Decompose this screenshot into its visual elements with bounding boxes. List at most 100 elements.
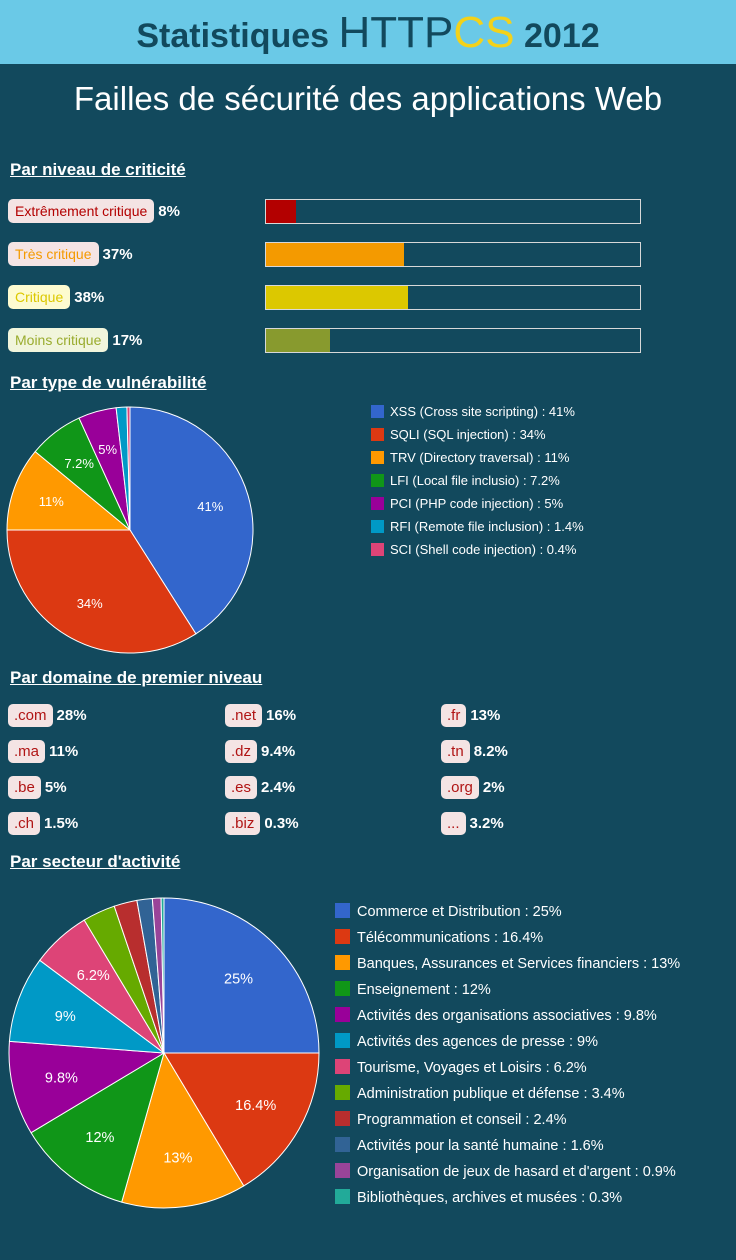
legend-swatch [335,981,350,996]
legend-item: SQLI (SQL injection) : 34% [371,427,546,442]
header-year: 2012 [524,17,600,55]
tld-label: .es [225,776,258,799]
legend-swatch [335,1007,350,1022]
tld-percent: 16% [266,707,297,724]
legend-label: LFI (Local file inclusio) : 7.2% [390,473,560,488]
pie-slice-label: 13% [163,1151,192,1167]
legend-swatch [335,1137,350,1152]
section-title-criticality: Par niveau de criticité [10,160,186,179]
pie-slice [121,1051,245,1209]
legend-item: Banques, Assurances et Services financie… [335,955,680,972]
criticality-row: Moins critique 17% [8,328,142,354]
legend-item: Organisation de jeux de hasard et d'arge… [335,1163,676,1180]
legend-label: PCI (PHP code injection) : 5% [390,496,564,511]
criticality-label: Moins critique [8,328,109,352]
legend-swatch [371,451,384,464]
pie-slice [160,897,165,1054]
legend-item: RFI (Remote file inclusion) : 1.4% [371,519,584,534]
legend-label: SQLI (SQL injection) : 34% [390,427,546,442]
legend-item: XSS (Cross site scripting) : 41% [371,404,575,419]
legend-label: Organisation de jeux de hasard et d'arge… [357,1164,676,1180]
tld-label: .ma [8,740,46,763]
pie-slice-label: 34% [77,596,103,611]
legend-swatch [335,1189,350,1204]
legend-label: Activités pour la santé humaine : 1.6% [357,1138,604,1154]
criticality-bar-fill [266,200,296,223]
header-banner: Statistiques HTTPCS 2012 [0,0,736,64]
sector-legend: Commerce et Distribution : 25% Télécommun… [335,903,735,1223]
pie-slice-label: 16.4% [235,1098,276,1114]
tld-percent: 2.4% [261,779,296,796]
legend-item: Activités des organisations associatives… [335,1007,657,1024]
pie-slice-label: 5% [98,442,117,457]
header-title: Statistiques HTTPCS 2012 [0,10,736,59]
tld-item: .tn 8.2% [441,740,508,766]
legend-label: Programmation et conseil : 2.4% [357,1112,567,1128]
legend-label: Enseignement : 12% [357,982,491,998]
criticality-bar-track [265,242,641,267]
brand-logo: HTTPCS [339,8,515,57]
tld-percent: 8.2% [473,743,508,760]
pie-slice [129,406,254,635]
legend-item: Bibliothèques, archives et musées : 0.3% [335,1189,622,1206]
tld-item: .biz 0.3% [225,812,299,838]
tld-label: .biz [225,812,261,835]
tld-percent: 13% [470,707,501,724]
tld-item: .ma 11% [8,740,78,766]
legend-swatch [335,903,350,918]
tld-label: .org [441,776,479,799]
legend-swatch [335,1163,350,1178]
legend-label: XSS (Cross site scripting) : 41% [390,404,575,419]
tld-percent: 0.3% [264,815,299,832]
legend-swatch [371,474,384,487]
brand-http: HTTP [338,8,454,57]
tld-item: .ch 1.5% [8,812,78,838]
legend-swatch [335,955,350,970]
criticality-bar-track [265,285,641,310]
legend-swatch [335,929,350,944]
legend-label: TRV (Directory traversal) : 11% [390,450,570,465]
legend-label: Administration publique et défense : 3.4… [357,1086,625,1102]
pie-slice [6,529,197,654]
tld-label: ... [441,812,466,835]
pie-slice [163,1052,320,1187]
tld-item: .org 2% [441,776,505,802]
tld-label: .tn [441,740,470,763]
criticality-label: Très critique [8,242,99,266]
legend-label: Bibliothèques, archives et musées : 0.3% [357,1190,623,1206]
tld-percent: 3.2% [469,815,504,832]
criticality-percent: 8% [158,202,180,220]
section-title-sector: Par secteur d'activité [10,852,181,871]
tld-label: .ch [8,812,41,835]
pie-slice-label: 11% [39,494,64,509]
legend-item: SCI (Shell code injection) : 0.4% [371,542,576,557]
tld-label: .be [8,776,41,799]
pie-slice-label: 9.8% [45,1070,78,1086]
criticality-bar-fill [266,329,330,352]
legend-item: Activités des agences de presse : 9% [335,1033,598,1050]
brand-cs: CS [453,8,515,57]
legend-swatch [335,1085,350,1100]
tld-percent: 5% [44,779,67,796]
criticality-percent: 38% [74,288,105,306]
tld-percent: 28% [56,707,87,724]
legend-swatch [335,1033,350,1048]
vuln-type-pie-chart: 41% 34% 11% 7.2% 5% [6,406,254,654]
criticality-label: Extrêmement critique [8,199,155,223]
legend-label: SCI (Shell code injection) : 0.4% [390,542,577,557]
tld-item: .fr 13% [441,704,500,730]
legend-item: Télécommunications : 16.4% [335,929,543,946]
legend-swatch [371,543,384,556]
sector-pie-chart: 25% 16.4% 13% 12% 9.8% 9% 6.2% [8,897,320,1209]
legend-swatch [371,520,384,533]
pie-slice [6,450,132,531]
legend-label: Activités des organisations associatives… [357,1008,657,1024]
legend-label: Télécommunications : 16.4% [357,930,544,946]
criticality-row: Critique 38% [8,285,104,311]
pie-slice-label: 41% [197,499,223,514]
tld-label: .dz [225,740,258,763]
legend-label: Banques, Assurances et Services financie… [357,956,681,972]
pie-slice [8,959,166,1054]
criticality-bar-fill [266,286,409,309]
tld-item: .net 16% [225,704,296,730]
